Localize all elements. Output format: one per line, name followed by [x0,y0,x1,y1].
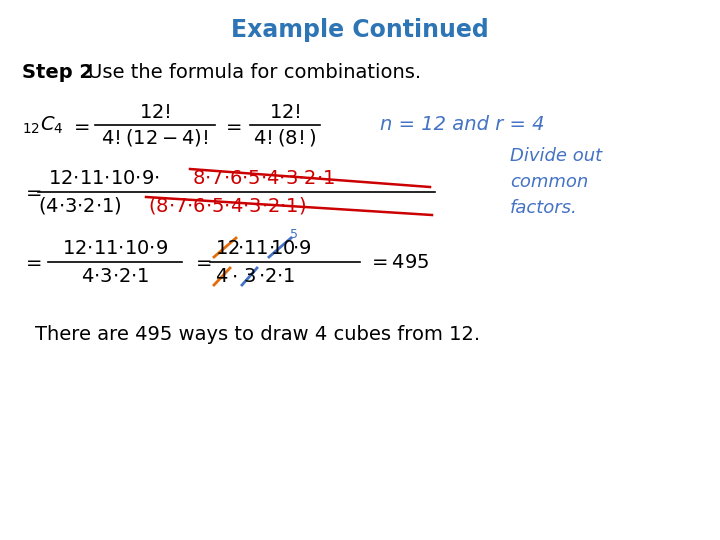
Text: $=$: $=$ [22,183,42,201]
Text: $(4{\cdot}3{\cdot}2{\cdot}1)$: $(4{\cdot}3{\cdot}2{\cdot}1)$ [38,195,122,217]
Text: $4!(8!)$: $4!(8!)$ [253,127,317,149]
Text: $=$: $=$ [192,253,212,272]
Text: $=$: $=$ [70,116,90,134]
Text: $4!(12-4)!$: $4!(12-4)!$ [102,127,209,149]
Text: Step 2: Step 2 [22,63,93,82]
Text: $12!$: $12!$ [269,103,301,122]
Text: ${\cdot}9$: ${\cdot}9$ [292,239,311,258]
Text: ${\cdot}11{\cdot}$: ${\cdot}11{\cdot}$ [237,239,274,258]
Text: $=$: $=$ [22,253,42,272]
Text: ${\cdot}$: ${\cdot}$ [231,267,237,286]
Text: $4{\cdot}3{\cdot}2{\cdot}1$: $4{\cdot}3{\cdot}2{\cdot}1$ [81,267,149,286]
Text: $5$: $5$ [289,227,298,240]
Text: $8{\cdot}7{\cdot}6{\cdot}5{\cdot}4{\cdot}3{\cdot}2{\cdot}1$: $8{\cdot}7{\cdot}6{\cdot}5{\cdot}4{\cdot… [192,168,335,187]
Text: $12{\cdot}11{\cdot}10{\cdot}9{\cdot}$: $12{\cdot}11{\cdot}10{\cdot}9{\cdot}$ [48,168,160,187]
Text: $10$: $10$ [270,239,295,258]
Text: ${\cdot}2{\cdot}1$: ${\cdot}2{\cdot}1$ [258,267,295,286]
Text: $12!$: $12!$ [139,103,171,122]
Text: n = 12 and r = 4: n = 12 and r = 4 [380,116,544,134]
Text: $3$: $3$ [243,267,256,286]
Text: Example Continued: Example Continued [231,18,489,42]
Text: $=$: $=$ [222,116,242,134]
Text: $_{12}C_4$: $_{12}C_4$ [22,114,63,136]
Text: There are 495 ways to draw 4 cubes from 12.: There are 495 ways to draw 4 cubes from … [35,326,480,345]
Text: $4$: $4$ [215,267,228,286]
Text: $= 495$: $= 495$ [368,253,430,272]
Text: Divide out
common
factors.: Divide out common factors. [510,146,602,218]
Text: $12$: $12$ [215,239,240,258]
Text: Use the formula for combinations.: Use the formula for combinations. [88,63,421,82]
Text: $12{\cdot}11{\cdot}10{\cdot}9$: $12{\cdot}11{\cdot}10{\cdot}9$ [62,239,168,258]
Text: $(8{\cdot}7{\cdot}6{\cdot}5{\cdot}4{\cdot}3{\cdot}2{\cdot}1)$: $(8{\cdot}7{\cdot}6{\cdot}5{\cdot}4{\cdo… [148,195,306,217]
